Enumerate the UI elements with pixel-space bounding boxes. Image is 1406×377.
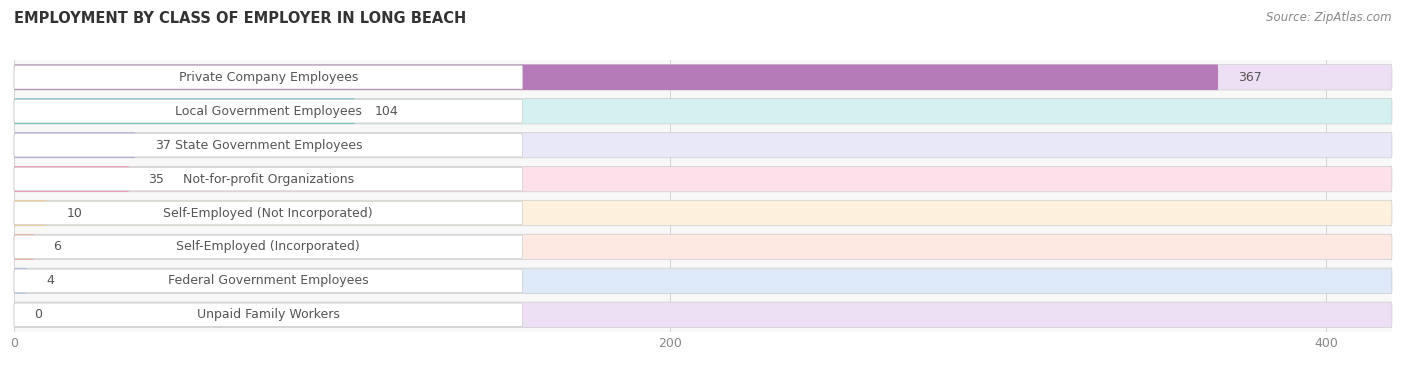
- Text: 0: 0: [34, 308, 42, 321]
- FancyBboxPatch shape: [14, 268, 27, 294]
- FancyBboxPatch shape: [14, 303, 523, 326]
- Text: State Government Employees: State Government Employees: [174, 139, 363, 152]
- Text: Private Company Employees: Private Company Employees: [179, 71, 359, 84]
- FancyBboxPatch shape: [14, 200, 46, 226]
- Text: 35: 35: [149, 173, 165, 185]
- Text: Source: ZipAtlas.com: Source: ZipAtlas.com: [1267, 11, 1392, 24]
- FancyBboxPatch shape: [14, 133, 523, 157]
- FancyBboxPatch shape: [14, 268, 1392, 294]
- FancyBboxPatch shape: [14, 98, 356, 124]
- Text: 4: 4: [46, 274, 55, 287]
- Text: Self-Employed (Not Incorporated): Self-Employed (Not Incorporated): [163, 207, 373, 219]
- FancyBboxPatch shape: [14, 132, 1392, 158]
- Text: Unpaid Family Workers: Unpaid Family Workers: [197, 308, 340, 321]
- Text: 37: 37: [155, 139, 172, 152]
- FancyBboxPatch shape: [14, 166, 129, 192]
- FancyBboxPatch shape: [14, 64, 1218, 90]
- Text: 367: 367: [1237, 71, 1261, 84]
- FancyBboxPatch shape: [14, 64, 1392, 90]
- Text: 6: 6: [53, 241, 62, 253]
- FancyBboxPatch shape: [14, 98, 1392, 124]
- FancyBboxPatch shape: [14, 200, 1392, 226]
- FancyBboxPatch shape: [14, 201, 523, 225]
- FancyBboxPatch shape: [14, 132, 135, 158]
- Text: Not-for-profit Organizations: Not-for-profit Organizations: [183, 173, 354, 185]
- FancyBboxPatch shape: [14, 234, 1392, 260]
- Text: Federal Government Employees: Federal Government Employees: [167, 274, 368, 287]
- Text: Local Government Employees: Local Government Employees: [174, 105, 361, 118]
- FancyBboxPatch shape: [14, 166, 1392, 192]
- Text: 104: 104: [375, 105, 399, 118]
- FancyBboxPatch shape: [14, 235, 523, 259]
- FancyBboxPatch shape: [14, 234, 34, 260]
- FancyBboxPatch shape: [14, 66, 523, 89]
- FancyBboxPatch shape: [14, 167, 523, 191]
- Text: 10: 10: [66, 207, 83, 219]
- FancyBboxPatch shape: [14, 100, 523, 123]
- FancyBboxPatch shape: [14, 302, 1392, 328]
- Text: Self-Employed (Incorporated): Self-Employed (Incorporated): [176, 241, 360, 253]
- FancyBboxPatch shape: [14, 269, 523, 293]
- Text: EMPLOYMENT BY CLASS OF EMPLOYER IN LONG BEACH: EMPLOYMENT BY CLASS OF EMPLOYER IN LONG …: [14, 11, 467, 26]
